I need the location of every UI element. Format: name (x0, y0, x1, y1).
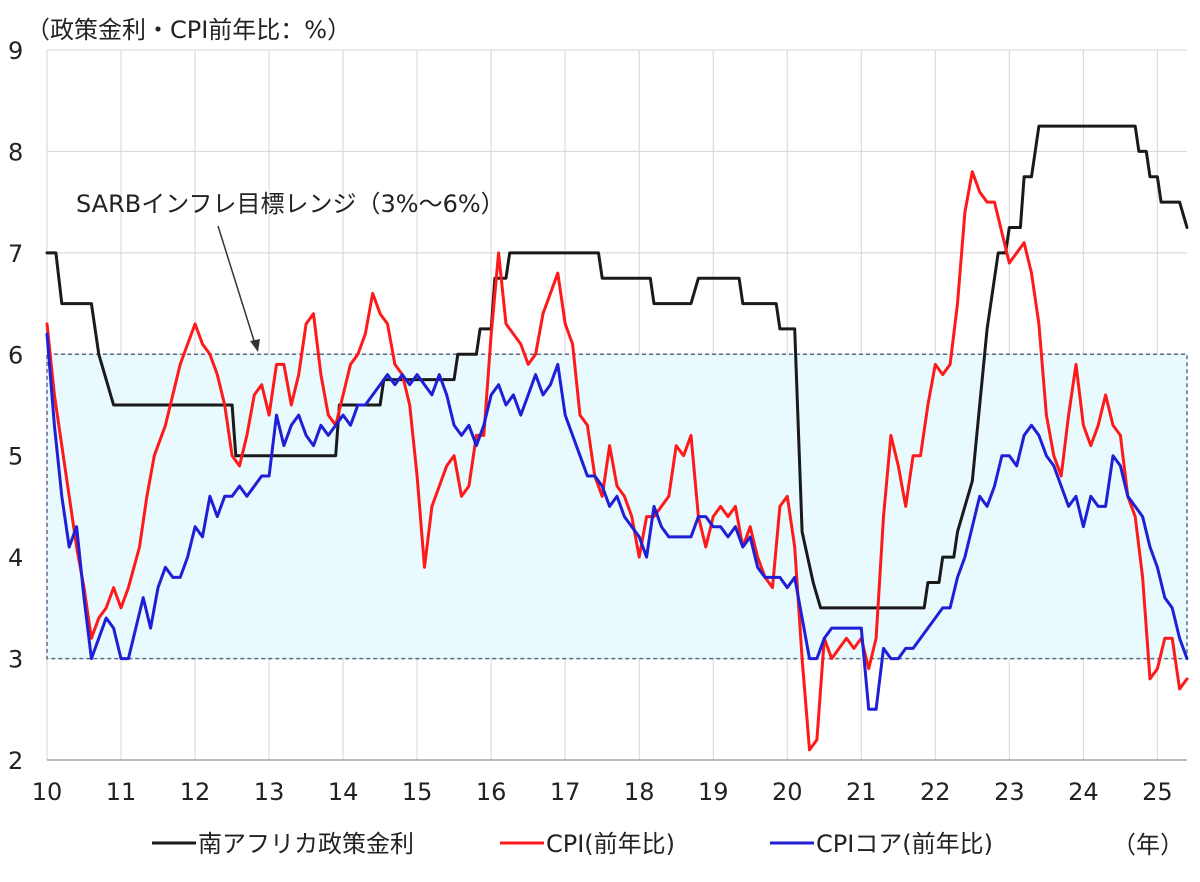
series-line-policy (45, 124, 1189, 610)
y-tick-label: 4 (8, 544, 23, 572)
x-tick-label: 25 (1142, 778, 1173, 806)
x-tick-label: 24 (1068, 778, 1099, 806)
x-tick-label: 11 (106, 778, 137, 806)
x-tick-label: 17 (550, 778, 581, 806)
x-tick-label: 12 (180, 778, 211, 806)
x-tick-label: 20 (772, 778, 803, 806)
annotation-label: SARBインフレ目標レンジ（3%～6%） (76, 190, 505, 218)
series-line-core (45, 332, 1189, 711)
x-tick-label: 19 (698, 778, 729, 806)
y-tick-label: 3 (8, 646, 23, 674)
legend-label-policy: 南アフリカ政策金利 (198, 830, 414, 858)
y-tick-label: 8 (8, 138, 23, 166)
x-tick-label: 15 (402, 778, 433, 806)
y-tick-label: 6 (8, 341, 23, 369)
legend-label-cpi: CPI(前年比) (546, 830, 675, 858)
y-tick-labels: 2 3 4 5 6 7 8 9 (8, 37, 23, 775)
y-tick-label: 2 (8, 747, 23, 775)
x-tick-label: 21 (846, 778, 877, 806)
x-tick-labels: 10 11 12 13 14 15 16 17 18 19 20 21 22 23 24 25 (32, 778, 1173, 806)
x-tick-label: 23 (994, 778, 1025, 806)
y-tick-label: 5 (8, 443, 23, 471)
x-tick-label: 18 (624, 778, 655, 806)
annotation-arrow (217, 225, 257, 348)
target-band (46, 353, 1188, 660)
legend-label-core: CPIコア(前年比) (816, 830, 993, 858)
y-tick-label: 9 (8, 37, 23, 65)
x-tick-label: 13 (254, 778, 285, 806)
x-tick-label: 16 (476, 778, 507, 806)
x-unit-label: （年） (1112, 831, 1184, 859)
x-tick-label: 10 (32, 778, 63, 806)
x-tick-label: 14 (328, 778, 359, 806)
x-tick-label: 22 (920, 778, 951, 806)
annotation-arrowhead (250, 339, 260, 352)
series-line-cpi (45, 170, 1189, 752)
series-lines (45, 124, 1189, 752)
y-tick-label: 7 (8, 240, 23, 268)
y-unit-label: （政策金利・CPI前年比：%） (26, 16, 351, 44)
legend: 南アフリカ政策金利 CPI(前年比) CPIコア(前年比) (152, 830, 993, 858)
